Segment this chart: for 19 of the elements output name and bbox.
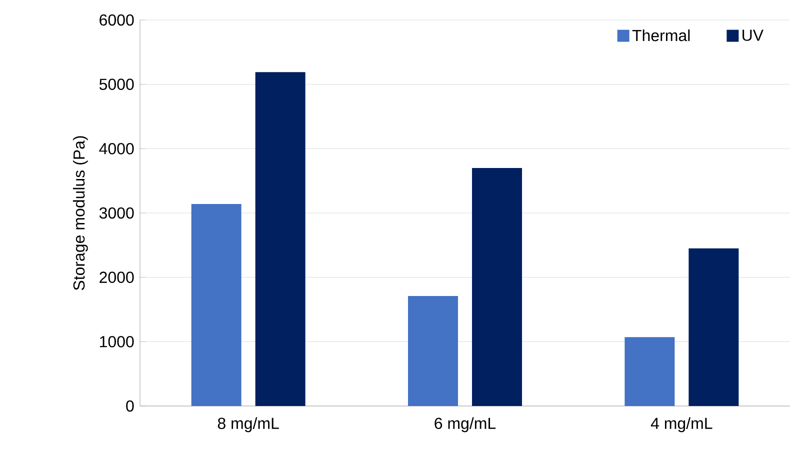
bar (624, 337, 675, 406)
y-tick-label: 5000 (99, 78, 134, 90)
bar (472, 168, 522, 406)
y-tick-label: 1000 (100, 336, 134, 348)
x-tick-label: 8 mg/mL (218, 417, 279, 432)
x-tick-label: 4 mg/mL (650, 417, 712, 432)
y-tick-label: 6000 (100, 14, 134, 26)
y-tick-label: 2000 (100, 272, 134, 283)
x-tick-label: 6 mg/mL (434, 417, 496, 432)
y-tick-label: 0 (126, 400, 134, 412)
y-tick-label: 3000 (99, 207, 134, 219)
legend-label: Thermal (632, 29, 690, 42)
bar (191, 204, 242, 406)
bar (688, 248, 739, 406)
y-axis-title: Storage modulus (Pa) (72, 136, 88, 290)
bar (408, 296, 458, 406)
y-tick-label: 4000 (99, 143, 134, 154)
legend-label: UV (742, 30, 764, 41)
bar (255, 72, 306, 406)
